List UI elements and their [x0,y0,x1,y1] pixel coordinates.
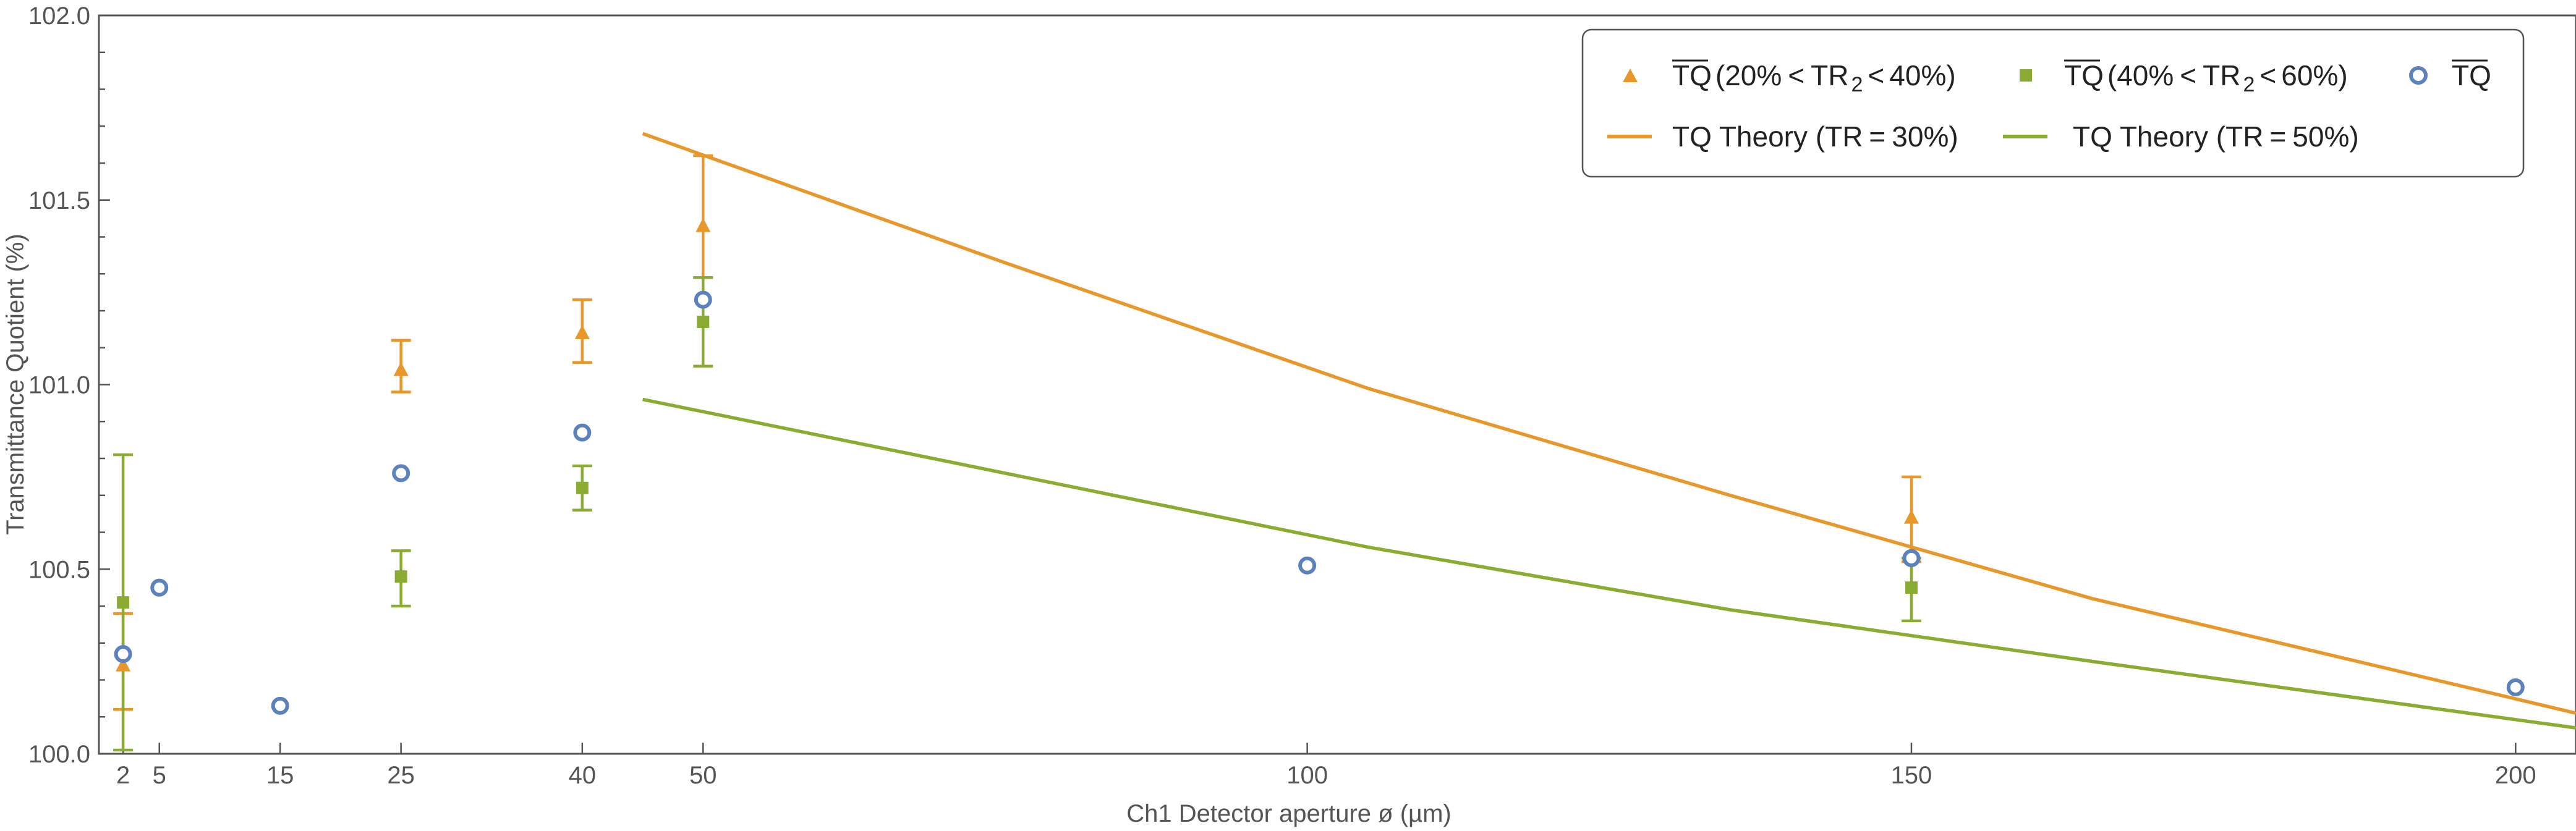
legend-circle-marker-icon [2409,66,2428,85]
x-tick-label: 40 [569,762,597,789]
circle-point [114,645,132,664]
legend-entry-theory-30: TQ Theory (TR = 30%) [1672,120,1958,153]
triangle-point [574,324,590,339]
circle-point [392,464,410,483]
square-point [1905,581,1918,594]
y-tick-label: 100.5 [28,556,90,583]
circle-point [150,578,169,597]
y-axis-label: Transmittance Quotient (%) [2,234,29,535]
legend-triangle-marker-icon [1623,69,1638,82]
x-axis-label: Ch1 Detector aperture ø (µm) [1126,800,1451,827]
x-tick-label: 15 [266,762,294,789]
y-tick-label: 100.0 [28,741,90,768]
square-point [394,570,407,583]
error-bars [113,154,1921,752]
theory-line [642,397,2576,730]
theory-line [642,132,2576,715]
circle-point [271,696,289,715]
triangle-point [695,217,711,232]
circle-point [2506,678,2525,696]
legend-entry-tq-20-40: TQ (20% < TR 2 <40%) [1672,59,1956,96]
square-point [576,481,589,494]
legend-entry-tq: TQ [2452,59,2491,91]
x-tick-label: 100 [1286,762,1328,789]
triangle-point [393,361,409,376]
circle-point [1902,549,1921,567]
square-point [117,596,130,609]
y-tick-label: 102.0 [28,2,90,30]
x-axis-ticks: 2 5 15 25 40 50 100 150 200 [116,743,2536,789]
triangle-point [1903,509,1919,524]
legend-box [1581,28,2525,178]
square-point [697,315,710,328]
y-tick-label: 101.5 [28,187,90,214]
x-tick-label: 25 [387,762,415,789]
data-markers [114,217,2525,715]
x-tick-label: 5 [153,762,166,789]
triangle-point [116,657,131,672]
legend-entry-theory-50: TQ Theory (TR = 50%) [2073,120,2359,153]
circle-point [694,290,712,309]
x-tick-label: 200 [2495,762,2536,789]
y-tick-label: 101.0 [28,372,90,399]
x-tick-label: 150 [1891,762,1932,789]
circle-point [1298,556,1317,575]
circle-point [573,423,592,442]
legend: TQ (20% < TR 2 <40%) TQ (40% < TR 2 <60%) TQ TQ Th… [1581,28,2525,178]
x-tick-label: 50 [689,762,717,789]
legend-entry-tq-40-60: TQ (40% < TR 2 <60%) [2064,59,2348,96]
y-axis-ticks: 100.0 100.5 101.0 101.5 102.0 [28,2,110,768]
theory-lines [642,132,2576,730]
x-tick-label: 2 [116,762,130,789]
legend-square-marker-icon [2020,69,2032,82]
